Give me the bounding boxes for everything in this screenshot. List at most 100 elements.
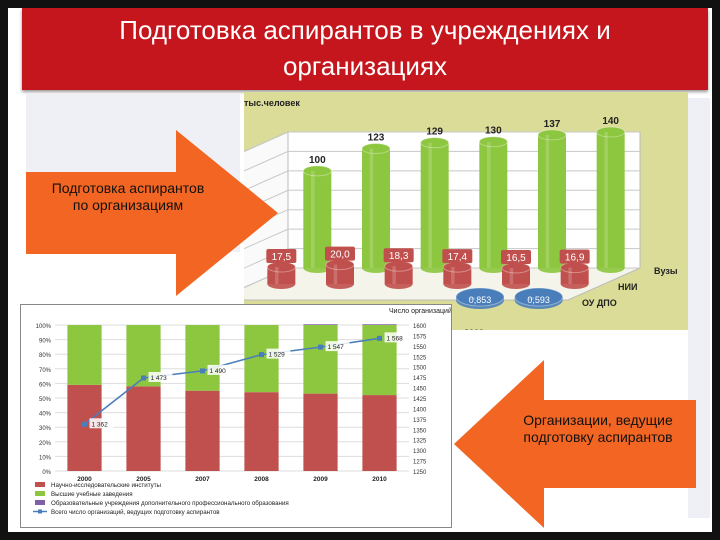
chart2-y-left-tick: 90% — [39, 339, 52, 345]
chart2-legend-swatch — [35, 482, 45, 487]
chart2-bars — [67, 324, 397, 471]
chart2-bar-segment — [303, 325, 338, 394]
chart2-y-right-tick: 1600 — [413, 324, 427, 330]
chart2-line-point — [200, 368, 205, 374]
chart1-data-label: 17,4 — [448, 252, 468, 263]
chart2-x-tick-label: 2000 — [77, 476, 92, 483]
slide-title: Подготовка аспирантов в учреждениях и ор… — [22, 12, 708, 84]
chart1-data-label: 130 — [485, 126, 502, 137]
chart2-line-label-box — [266, 348, 291, 359]
chart1-cylinder — [455, 287, 505, 309]
chart2-y-left-tick: 0% — [42, 470, 51, 476]
chart2-y-right-tick: 1500 — [413, 366, 427, 372]
chart2-line-label: 1 529 — [269, 352, 286, 359]
chart1-data-label: 137 — [544, 119, 561, 130]
chart2-x-tick-label: 2008 — [254, 476, 269, 483]
chart2-bar-segment — [185, 390, 220, 471]
chart1-data-label-box — [325, 246, 355, 261]
chart2-y-right-tick: 1550 — [413, 345, 427, 351]
right-arrow-shape — [26, 130, 278, 296]
chart1-data-label: 20,0 — [330, 250, 350, 261]
chart2-gridlines — [55, 324, 409, 472]
chart2-bar-segment — [185, 325, 220, 391]
chart1-data-label: 129 — [426, 127, 443, 138]
chart2-y-left-tick: 80% — [39, 353, 52, 359]
chart2-y-right-tick: 1350 — [413, 428, 427, 434]
slide-title-line1: Подготовка аспирантов в учреждениях и — [119, 15, 611, 45]
chart2-y-right-tick: 1375 — [413, 418, 427, 424]
chart1-y-axis-title: тыс.человек — [244, 98, 300, 108]
chart2-line-label: 1 568 — [387, 335, 404, 342]
chart2-line-label-box — [325, 341, 350, 352]
chart1-cylinder — [325, 259, 355, 289]
chart1-data-label-box — [383, 248, 414, 263]
chart2-y-right-tick: 1275 — [413, 460, 427, 466]
chart2-line-label-box — [384, 332, 409, 343]
chart1-cylinder — [420, 137, 450, 273]
chart2-y-right-tick: 1325 — [413, 439, 427, 445]
chart2-legend: Научно-исследовательские институты Высшие… — [33, 482, 289, 516]
chart1-cylinder — [560, 262, 590, 289]
chart2-legend-label: Образовательные учреждения дополнительно… — [51, 500, 289, 507]
chart1-cylinder — [501, 262, 531, 289]
chart1-series-3: 0,853 0,593 — [455, 287, 564, 309]
chart2-y-right-tick: 1400 — [413, 407, 427, 413]
chart2-y-left-tick: 50% — [39, 397, 52, 403]
chart2-bar-segment — [362, 324, 397, 325]
chart2-x-tick-label: 2009 — [313, 476, 328, 483]
chart1-cylinder — [514, 287, 564, 309]
chart2-y-right-tick: 1525 — [413, 355, 427, 361]
chart2-y-left-tick: 60% — [39, 382, 52, 388]
chart2-bar-segment — [126, 386, 161, 471]
chart2-legend-label: Всего число организаций, ведущих подгото… — [51, 509, 220, 516]
slide-title-line2: организациях — [282, 51, 448, 81]
chart2-line-point — [377, 335, 382, 341]
arrow-right-label: Организации, ведущие подготовку аспирант… — [523, 412, 673, 445]
chart1-depth-label: ОУ ДПО — [582, 298, 617, 308]
chart2-line-label: 1 362 — [92, 421, 109, 428]
arrow-left-label: Подготовка аспирантов по организациям — [51, 180, 205, 213]
chart2-y-right-tick: 1250 — [413, 470, 427, 476]
chart2-y-right-tick: 1575 — [413, 334, 427, 340]
chart1-data-label: 100 — [309, 155, 326, 166]
chart1-depth-label: Вузы — [654, 266, 678, 276]
chart1-cylinder — [361, 143, 391, 273]
chart1-cylinder — [266, 261, 296, 289]
chart2-line-point — [259, 352, 264, 358]
chart1-data-label: 140 — [602, 116, 619, 127]
chart2-y-right-tick: 1425 — [413, 397, 427, 403]
chart2-line-point — [141, 375, 146, 381]
chart1-cylinder — [478, 136, 508, 273]
chart2-y-left-tick: 30% — [39, 426, 52, 432]
chart1-series-1: 100 123 129 130 137 140 — [302, 116, 626, 273]
chart1-data-label-box — [559, 249, 590, 264]
chart2-line-label-box — [207, 364, 232, 375]
chart2-line-label: 1 473 — [151, 375, 168, 382]
chart1-data-label: 0,853 — [469, 295, 492, 305]
chart2-bar-segment — [362, 395, 397, 471]
chart2-bar-segment — [303, 393, 338, 471]
chart2-line-label: 1 490 — [210, 368, 227, 375]
chart2-y-left-tick: 40% — [39, 412, 52, 418]
cylinder-chart: 020406080100120140тыс.человек10012312913… — [195, 98, 678, 342]
cylinder-chart-panel: 020406080100120140тыс.человек10012312913… — [195, 92, 688, 342]
chart1-series-2: 17,5 20,0 18,3 17,4 16,5 16,9 — [266, 246, 590, 289]
chart1-cylinder — [442, 261, 472, 289]
chart2-x-tick-label: 2005 — [136, 476, 151, 483]
chart1-data-label-box — [442, 249, 473, 264]
chart2-y-right-tick: 1475 — [413, 376, 427, 382]
chart2-y-left-tick: 20% — [39, 441, 52, 447]
chart1-cylinder — [537, 129, 567, 273]
chart1-cylinder — [596, 126, 626, 273]
chart2-y-right-tick: 1300 — [413, 449, 427, 455]
chart1-data-label: 18,3 — [389, 251, 409, 262]
chart2-line-point — [318, 344, 323, 350]
stacked-chart-panel: 0% 10% 20% 30% 40% 50% 60% 70% 80% 90% 100% 1250 127… — [20, 304, 452, 528]
chart2-y-right-title: Число организаций — [389, 307, 451, 315]
chart2-x-tick-label: 2007 — [195, 476, 210, 483]
chart2-bar-segment — [67, 325, 102, 385]
chart2-line-label-box — [148, 371, 173, 382]
chart2-y-left-tick: 100% — [36, 324, 52, 330]
chart2-x-tick-label: 2010 — [372, 476, 387, 483]
